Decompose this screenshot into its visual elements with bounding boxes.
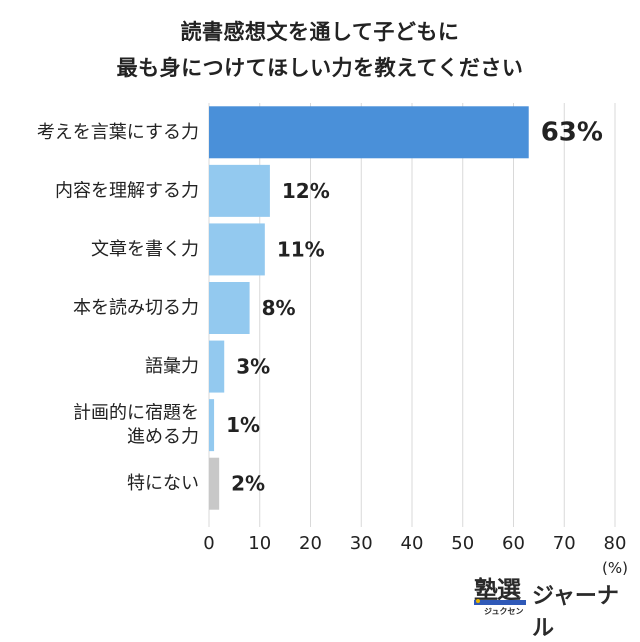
category-label-6: 特にない bbox=[127, 473, 199, 494]
category-label-5-line-1: 進める力 bbox=[127, 427, 199, 448]
title-line-1: 読書感想文を通して子どもに bbox=[180, 20, 460, 44]
x-tick-label-20: 20 bbox=[299, 533, 322, 554]
bar-6 bbox=[209, 457, 220, 510]
logo-right-text: ジャーナル bbox=[532, 584, 619, 641]
logo-main-text: 塾選 bbox=[474, 576, 521, 604]
x-unit-label: (%) bbox=[602, 559, 628, 577]
value-label-3: 8% bbox=[262, 296, 296, 320]
x-tick-label-0: 0 bbox=[203, 533, 214, 554]
x-tick-label-50: 50 bbox=[451, 533, 474, 554]
value-label-4: 3% bbox=[236, 355, 270, 379]
category-label-5-line-0: 計画的に宿題を bbox=[73, 403, 199, 424]
bar-0 bbox=[209, 106, 529, 159]
x-tick-label-70: 70 bbox=[553, 533, 576, 554]
value-label-2: 11% bbox=[277, 237, 325, 261]
bar-5 bbox=[209, 399, 215, 452]
category-label-4: 語彙力 bbox=[145, 356, 199, 377]
bar-3 bbox=[209, 282, 250, 334]
x-tick-label-40: 40 bbox=[401, 533, 424, 554]
title-line-2: 最も身につけてほしい力を教えてください bbox=[116, 56, 524, 80]
logo-dot bbox=[476, 599, 480, 603]
value-label-1: 12% bbox=[282, 179, 330, 203]
juku-sen-journal-logo: 塾選 ジュクセン ジャーナル bbox=[474, 570, 624, 641]
value-label-6: 2% bbox=[231, 472, 265, 496]
logo-sub-text: ジュクセン bbox=[484, 607, 524, 616]
x-tick-label-80: 80 bbox=[604, 533, 627, 554]
x-tick-label-30: 30 bbox=[350, 533, 373, 554]
logo-underline bbox=[474, 600, 526, 605]
bar-4 bbox=[209, 340, 225, 393]
x-tick-label-10: 10 bbox=[248, 533, 271, 554]
chart-title: 読書感想文を通して子どもに 最も身につけてほしい力を教えてください bbox=[0, 14, 640, 86]
value-label-5: 1% bbox=[226, 413, 260, 437]
category-label-3: 本を読み切る力 bbox=[73, 298, 199, 319]
category-label-1: 内容を理解する力 bbox=[55, 180, 199, 201]
x-tick-label-60: 60 bbox=[502, 533, 525, 554]
bar-1 bbox=[209, 164, 270, 217]
bar-2 bbox=[209, 223, 265, 276]
value-label-0: 63% bbox=[541, 117, 603, 147]
category-label-2: 文章を書く力 bbox=[91, 239, 199, 260]
category-label-0: 考えを言葉にする力 bbox=[37, 122, 199, 143]
